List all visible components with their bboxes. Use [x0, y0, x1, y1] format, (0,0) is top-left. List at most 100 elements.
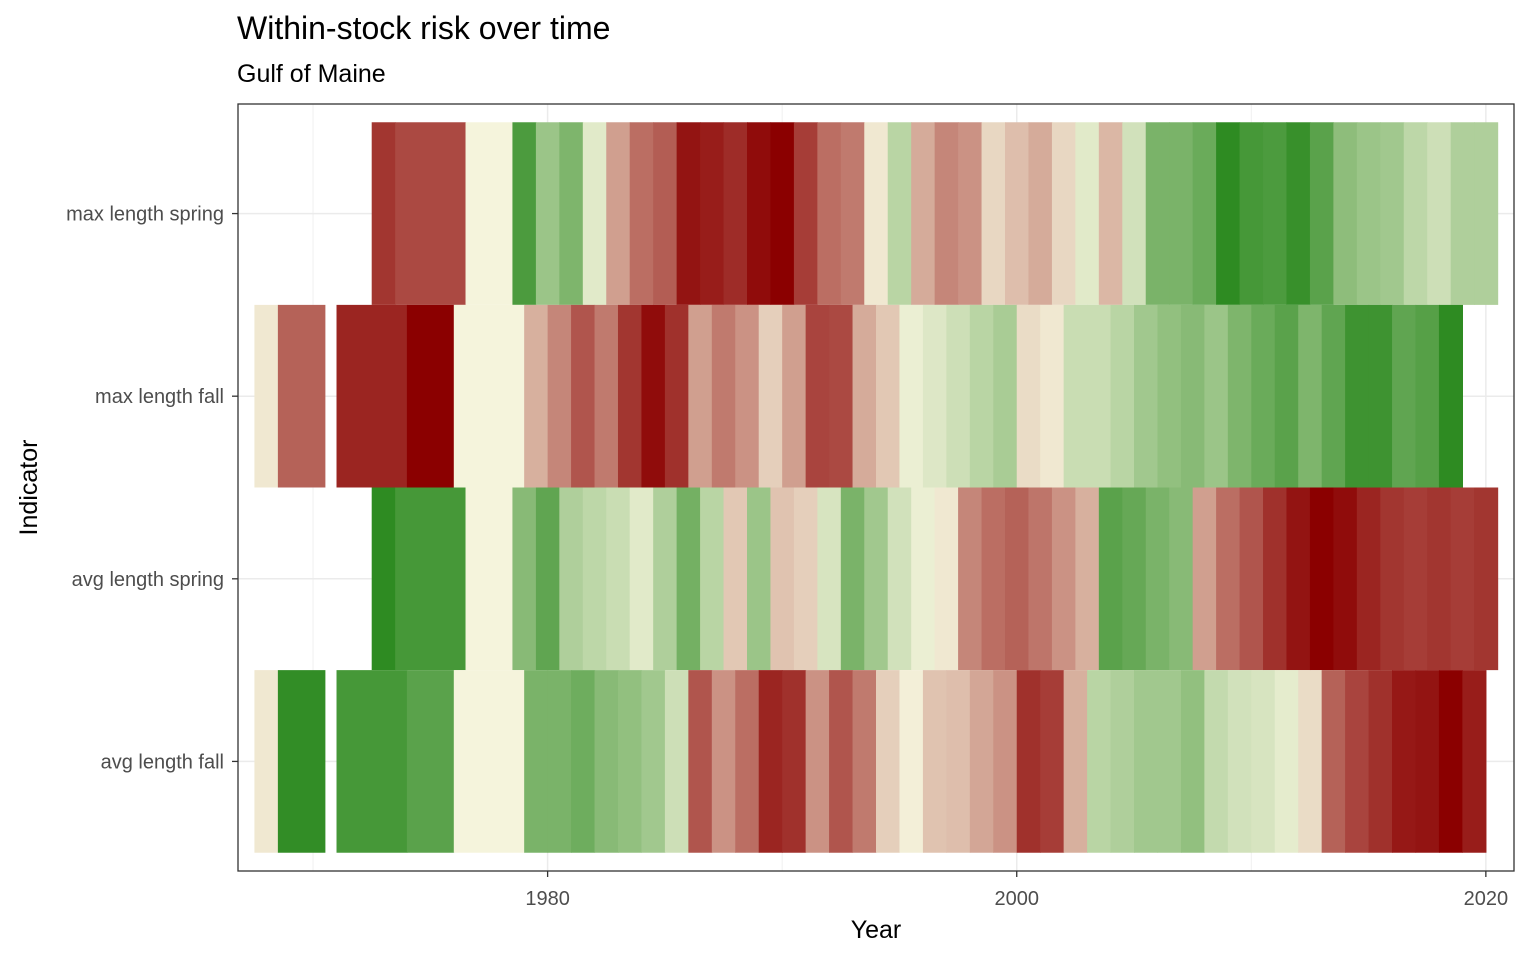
heatmap-cell: [1028, 487, 1053, 671]
heatmap-cell: [829, 304, 854, 488]
heatmap-cell: [817, 487, 842, 671]
heatmap-cell: [1380, 487, 1405, 671]
heatmap-cell: [1392, 304, 1417, 488]
heatmap-cell: [1016, 670, 1041, 853]
heatmap-cell: [1122, 487, 1147, 671]
heatmap-cell: [336, 670, 408, 853]
heatmap-cell: [1239, 122, 1264, 305]
chart-title: Within-stock risk over time: [237, 10, 611, 46]
heatmap-cell: [1415, 304, 1440, 488]
heatmap-cell: [958, 122, 983, 305]
heatmap-cell: [922, 670, 947, 853]
heatmap-cell: [1251, 304, 1276, 488]
heatmap-cell: [1180, 304, 1205, 488]
heatmap-cell: [1368, 304, 1393, 488]
heatmap-cell: [582, 487, 607, 671]
heatmap-cell: [1216, 487, 1241, 671]
heatmap-cell: [735, 670, 760, 853]
heatmap-cell: [1368, 670, 1393, 853]
heatmap-cell: [465, 487, 514, 671]
y-axis-title: Indicator: [15, 440, 43, 536]
heatmap-cell: [1192, 122, 1217, 305]
heatmap-cell: [1403, 487, 1428, 671]
y-tick-label: max length fall: [95, 386, 224, 408]
heatmap-cell: [993, 304, 1018, 488]
heatmap-cell: [524, 304, 549, 488]
heatmap-cell: [1157, 670, 1182, 853]
heatmap-cell: [371, 487, 396, 671]
heatmap-cell: [1005, 122, 1030, 305]
heatmap-cell: [1450, 487, 1475, 671]
heatmap-cell: [1263, 487, 1288, 671]
heatmap-cell: [254, 304, 279, 488]
heatmap-cell: [1403, 122, 1428, 305]
heatmap-cell: [723, 487, 748, 671]
heatmap-cell: [653, 487, 678, 671]
heatmap-cell: [453, 670, 525, 853]
heatmap-cell: [746, 122, 772, 305]
heatmap-cell: [664, 670, 689, 853]
heatmap-cell: [406, 670, 455, 853]
heatmap-cell: [1169, 122, 1194, 305]
heatmap-cell: [1274, 304, 1299, 488]
heatmap-cell: [1051, 122, 1076, 305]
heatmap-cell: [1005, 487, 1030, 671]
heatmap-cell: [1239, 487, 1264, 671]
heatmap-cell: [1298, 670, 1323, 853]
x-tick-label: 1980: [525, 888, 570, 910]
heatmap-cell: [547, 304, 572, 488]
heatmap-cell: [512, 487, 537, 671]
heatmap-cell: [688, 304, 713, 488]
heatmap-cell: [1427, 487, 1452, 671]
heatmap-cell: [946, 304, 971, 488]
x-tick-label: 2000: [994, 888, 1039, 910]
heatmap-cell: [1087, 304, 1112, 488]
heatmap-cell: [1216, 122, 1241, 305]
heatmap-cell: [1169, 487, 1194, 671]
heatmap-cell: [1040, 670, 1065, 853]
heatmap-cell: [1075, 122, 1100, 305]
heatmap-cell: [641, 670, 666, 853]
heatmap-cell: [1098, 122, 1123, 305]
heatmap-cell: [793, 487, 818, 671]
chart-subtitle: Gulf of Maine: [237, 60, 386, 88]
heatmap-cell: [1110, 304, 1135, 488]
heatmap-cell: [1286, 487, 1311, 671]
heatmap-cell: [746, 487, 772, 671]
heatmap-cell: [1227, 304, 1252, 488]
heatmap-cell: [629, 122, 654, 305]
heatmap-cell: [571, 670, 596, 853]
heatmap-cell: [1263, 122, 1288, 305]
heatmap-cell: [1345, 670, 1370, 853]
heatmap-cell: [958, 487, 983, 671]
heatmap-cell: [911, 122, 936, 305]
x-axis-title: Year: [851, 916, 902, 944]
heatmap-cell: [254, 670, 279, 853]
heatmap-cell: [277, 670, 326, 853]
heatmap-cell: [524, 670, 549, 853]
heatmap-cell: [535, 122, 560, 305]
heatmap-cell: [676, 122, 701, 305]
heatmap-cell: [981, 487, 1006, 671]
heatmap-cell: [1380, 122, 1405, 305]
heatmap-cell: [758, 304, 783, 488]
heatmap-cell: [1333, 122, 1358, 305]
heatmap-cell: [1438, 670, 1463, 853]
heatmap-cell: [535, 487, 560, 671]
heatmap-cell: [981, 122, 1006, 305]
heatmap-cell: [1075, 487, 1100, 671]
y-tick-label: max length spring: [66, 204, 224, 226]
heatmap-cell: [653, 122, 678, 305]
heatmap-cell: [1110, 670, 1135, 853]
heatmap-cell: [1122, 122, 1147, 305]
heatmap-cell: [864, 122, 889, 305]
heatmap-cell: [1427, 122, 1452, 305]
heatmap-cell: [1145, 487, 1170, 671]
heatmap-cell: [1134, 670, 1159, 853]
heatmap-cell: [1227, 670, 1252, 853]
heatmap-cell: [1356, 122, 1381, 305]
heatmap-cell: [1040, 304, 1065, 488]
heatmap-cell: [606, 487, 631, 671]
heatmap-cell: [946, 670, 971, 853]
